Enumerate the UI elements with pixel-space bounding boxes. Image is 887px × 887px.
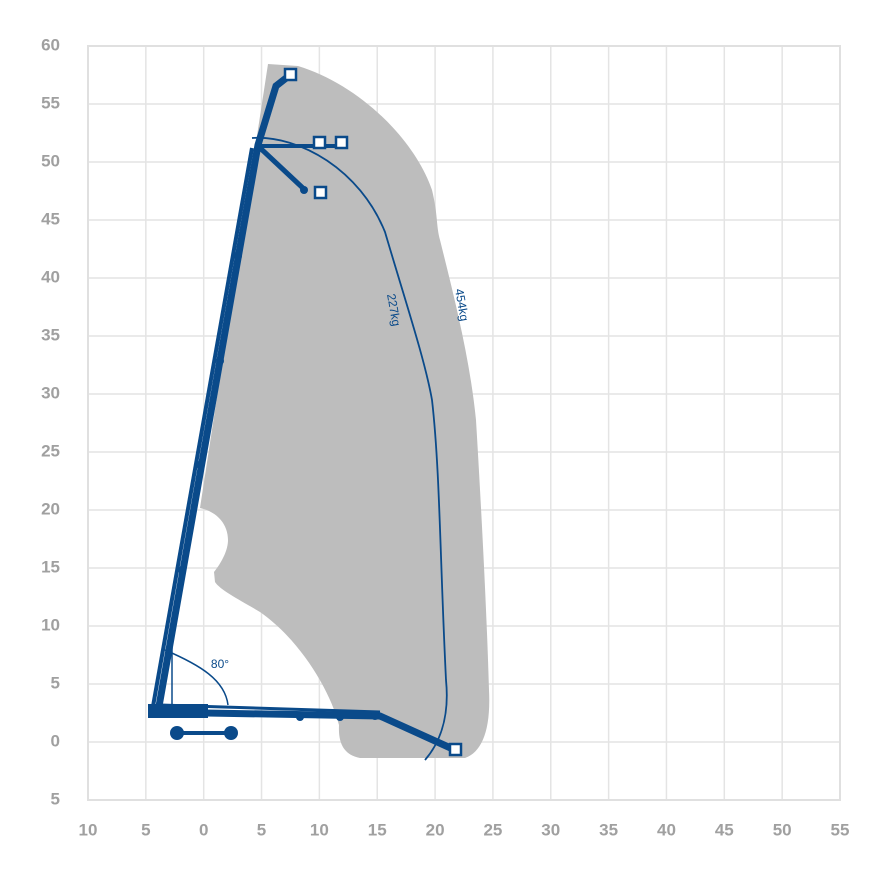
x-tick-label: 0 [199,820,208,839]
x-tick-label: 30 [541,820,560,839]
plot-border [87,45,841,801]
working-envelope [200,64,490,758]
x-tick-label: 5 [257,820,266,839]
y-tick-label: 10 [41,615,60,634]
annotation: 454kg [452,288,471,323]
y-tick-label: 30 [41,383,60,402]
y-tick-label: 50 [41,151,60,170]
y-tick-label: 25 [41,441,60,460]
y-tick-label: 35 [41,325,60,344]
ticks: 10 5 0 5 10 15 20 25 30 35 40 45 50 55605550454035302… [41,35,849,839]
boom [149,72,457,761]
x-tick-label: 5 [141,820,150,839]
y-tick-label: 5 [51,789,60,808]
annotation: 80° [211,657,229,671]
x-tick-label: 55 [831,820,850,839]
y-tick-label: 20 [41,499,60,518]
boom-parts [148,186,379,740]
y-tick-label: 40 [41,267,60,286]
y-tick-label: 55 [41,93,60,112]
y-tick-label: 45 [41,209,60,228]
y-tick-label: 0 [51,731,60,750]
x-tick-label: 25 [483,820,502,839]
x-tick-label: 15 [368,820,387,839]
x-tick-label: 10 [310,820,329,839]
x-tick-label: 10 [79,820,98,839]
x-tick-label: 50 [773,820,792,839]
x-tick-label: 40 [657,820,676,839]
y-tick-label: 5 [51,673,60,692]
annotation: 227kg [384,293,403,328]
y-tick-label: 60 [41,35,60,54]
x-tick-label: 35 [599,820,618,839]
x-tick-label: 45 [715,820,734,839]
x-tick-label: 20 [426,820,445,839]
platform-baskets [283,67,463,757]
y-tick-label: 15 [41,557,60,576]
